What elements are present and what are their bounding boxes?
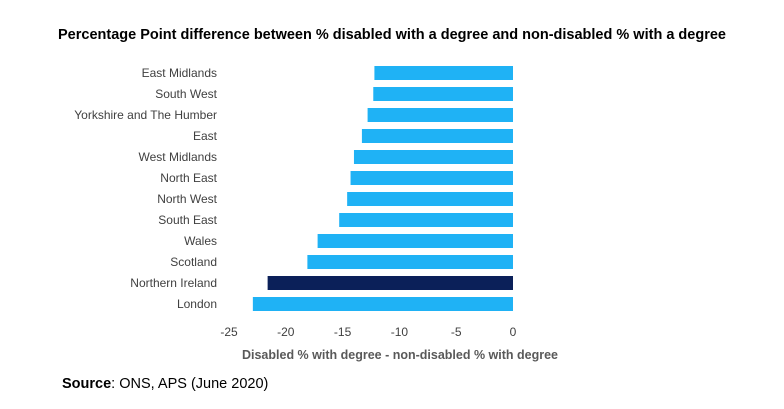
x-tick-label: -25 bbox=[220, 325, 238, 339]
x-tick-label: 0 bbox=[510, 325, 517, 339]
bar-south-east bbox=[339, 213, 513, 227]
category-label: North West bbox=[157, 192, 217, 206]
category-label: West Midlands bbox=[139, 150, 217, 164]
bar-east-midlands bbox=[374, 66, 513, 80]
source-label: Source bbox=[62, 376, 112, 392]
category-label: London bbox=[177, 297, 217, 311]
x-tick-label: -20 bbox=[277, 325, 295, 339]
bar-london bbox=[252, 297, 513, 311]
bars-group bbox=[252, 66, 513, 311]
bar-north-west bbox=[347, 192, 513, 206]
x-axis-title: Disabled % with degree - non-disabled % … bbox=[241, 348, 559, 362]
bar-west-midlands bbox=[353, 150, 513, 164]
source-text: : ONS, APS (June 2020) bbox=[111, 376, 269, 392]
category-label: East Midlands bbox=[142, 66, 217, 80]
bar-scotland bbox=[307, 255, 513, 269]
x-tick-label: -5 bbox=[451, 325, 462, 339]
category-label: North East bbox=[160, 171, 217, 185]
category-label: Yorkshire and The Humber bbox=[74, 108, 217, 122]
category-label: East bbox=[193, 129, 218, 143]
bar-yorkshire-and-the-humber bbox=[367, 108, 513, 122]
bar-south-west bbox=[373, 87, 513, 101]
category-label: South East bbox=[158, 213, 217, 227]
bar-wales bbox=[317, 234, 513, 248]
chart-title: Percentage Point difference between % di… bbox=[58, 27, 726, 43]
category-label: Scotland bbox=[170, 255, 217, 269]
category-label: Wales bbox=[184, 234, 217, 248]
x-tick-label: -10 bbox=[391, 325, 409, 339]
category-label: Northern Ireland bbox=[130, 276, 217, 290]
bar-north-east bbox=[350, 171, 513, 185]
bar-northern-ireland bbox=[267, 276, 513, 290]
bar-east bbox=[361, 129, 513, 143]
category-labels-group: East Midlands South West Yorkshire and The… bbox=[74, 66, 217, 311]
source-note: Source: ONS, APS (June 2020) bbox=[62, 376, 268, 392]
category-label: South West bbox=[155, 87, 217, 101]
tick-labels-group: -25 -20 -15 -10 -5 0 bbox=[220, 325, 516, 339]
x-tick-label: -15 bbox=[334, 325, 352, 339]
